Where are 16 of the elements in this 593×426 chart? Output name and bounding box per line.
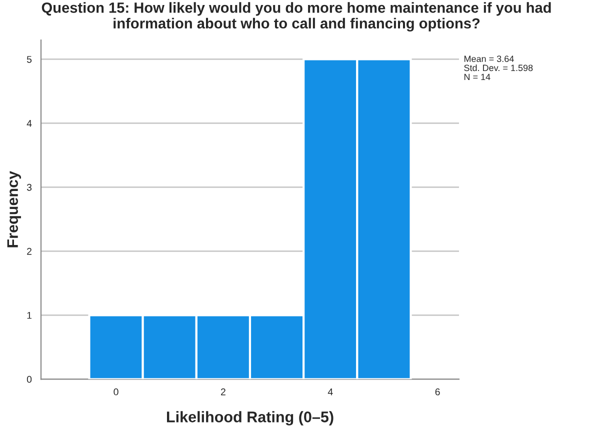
text: Std. Dev. = 1.598 <box>464 64 533 72</box>
x-tick-label: 0 <box>114 388 118 396</box>
text: Mean = 3.64 <box>464 56 514 62</box>
y-tick-label: 5 <box>26 56 32 63</box>
x-tick-label: 4 <box>328 388 333 396</box>
y-tick-label: 0 <box>26 376 32 383</box>
chart-title: Question 15: How likely would you do more home maintenance if you had information about who to call and financing options? <box>42 2 551 32</box>
y-tick-label: 3 <box>26 184 32 191</box>
y-tick-label: 4 <box>26 120 32 127</box>
x-axis-title: Likelihood Rating (0–5) <box>166 411 334 426</box>
y-tick-label: 1 <box>27 312 32 319</box>
x-tick-label: 6 <box>435 388 440 396</box>
x-tick-label: 2 <box>220 388 226 396</box>
y-tick-label: 2 <box>27 248 32 255</box>
text: N = 14 <box>464 74 490 80</box>
y-axis-title: Frequency <box>7 171 22 248</box>
